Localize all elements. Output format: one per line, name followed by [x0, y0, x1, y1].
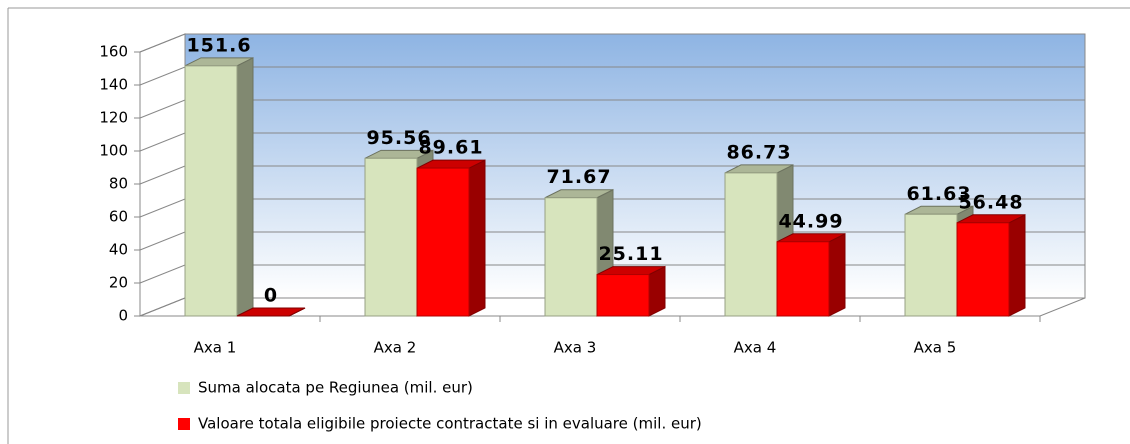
y-tick-label: 60 — [109, 208, 128, 226]
y-tick-label: 140 — [99, 76, 128, 94]
bar-top — [236, 307, 306, 317]
y-tick-label: 0 — [118, 307, 128, 325]
x-tick-label: Axa 2 — [374, 339, 417, 357]
y-tick-label: 20 — [109, 274, 128, 292]
bar-3d — [236, 307, 306, 317]
value-label: 56.48 — [958, 191, 1023, 213]
y-tick-label: 160 — [99, 43, 128, 61]
bar-3d — [596, 265, 666, 317]
x-tick-label: Axa 4 — [734, 339, 777, 357]
bar — [544, 197, 598, 317]
bar-side — [828, 232, 846, 317]
bar-side — [648, 265, 666, 317]
bar-side — [236, 57, 254, 317]
y-tick-label: 80 — [109, 175, 128, 193]
value-label: 86.73 — [726, 141, 791, 163]
bar — [364, 157, 418, 317]
value-label: 0 — [264, 285, 278, 307]
bar — [416, 167, 470, 317]
bar — [184, 65, 238, 317]
value-label: 25.11 — [598, 243, 663, 265]
y-tick-label: 120 — [99, 109, 128, 127]
value-label: 44.99 — [778, 210, 843, 232]
bar-3d — [544, 188, 614, 317]
value-label: 89.61 — [418, 137, 483, 159]
x-tick-label: Axa 1 — [194, 339, 237, 357]
bar — [596, 274, 650, 317]
legend-label: Suma alocata pe Regiunea (mil. eur) — [198, 379, 473, 397]
y-tick-label: 100 — [99, 142, 128, 160]
bar — [776, 241, 830, 317]
value-label: 151.6 — [186, 34, 251, 56]
bar — [956, 222, 1010, 317]
value-label: 71.67 — [546, 166, 611, 188]
bar-3d — [184, 57, 254, 317]
legend-swatch — [178, 418, 190, 430]
bar — [724, 172, 778, 317]
bar-3d — [956, 213, 1026, 317]
value-label: 95.56 — [366, 127, 431, 149]
x-tick-label: Axa 5 — [914, 339, 957, 357]
value-label: 61.63 — [906, 183, 971, 205]
bar-3d — [416, 159, 486, 317]
bar — [904, 213, 958, 317]
bar-side — [1008, 213, 1026, 317]
bar-3d — [776, 232, 846, 317]
grid-line — [139, 33, 1085, 53]
legend-swatch — [178, 382, 190, 394]
x-tick-label: Axa 3 — [554, 339, 597, 357]
y-tick-label: 40 — [109, 241, 128, 259]
legend-label: Valoare totala eligibile proiecte contra… — [198, 415, 702, 433]
bar-side — [468, 159, 486, 317]
